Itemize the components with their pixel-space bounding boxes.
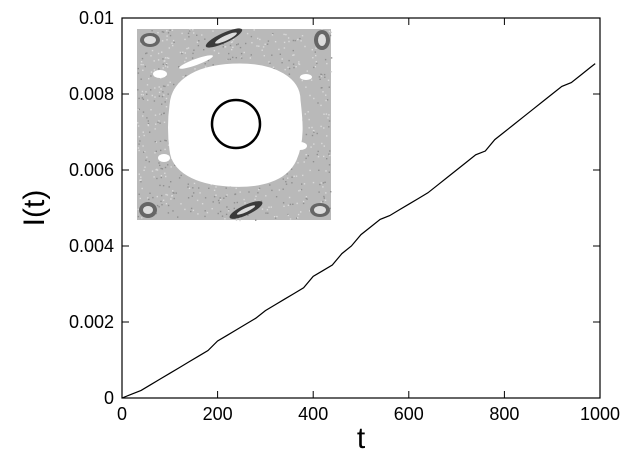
y-axis-ticks: 0 0.002 0.004 0.006 0.008 0.01 (69, 8, 600, 408)
y-tick-label: 0.002 (69, 312, 114, 332)
x-tick-label: 0 (117, 404, 127, 424)
series-line (121, 63, 596, 399)
y-tick-label: 0.004 (69, 236, 114, 256)
x-axis-ticks: 0 200 400 600 800 1000 (117, 18, 620, 424)
y-tick-label: 0.008 (69, 84, 114, 104)
y-tick-label: 0.01 (79, 8, 114, 28)
y-axis-title: I(t) (18, 190, 51, 227)
y-tick-label: 0 (104, 388, 114, 408)
x-tick-label: 1000 (580, 404, 620, 424)
series-group (121, 63, 596, 399)
inset-circle (210, 98, 262, 150)
x-tick-label: 400 (298, 404, 328, 424)
plot-frame (121, 17, 601, 399)
inset-island (168, 63, 303, 187)
inset-image (135, 27, 333, 222)
y-tick-label: 0.006 (69, 160, 114, 180)
x-tick-label: 200 (203, 404, 233, 424)
x-tick-label: 600 (394, 404, 424, 424)
x-tick-label: 800 (489, 404, 519, 424)
x-axis-title: t (357, 422, 366, 454)
